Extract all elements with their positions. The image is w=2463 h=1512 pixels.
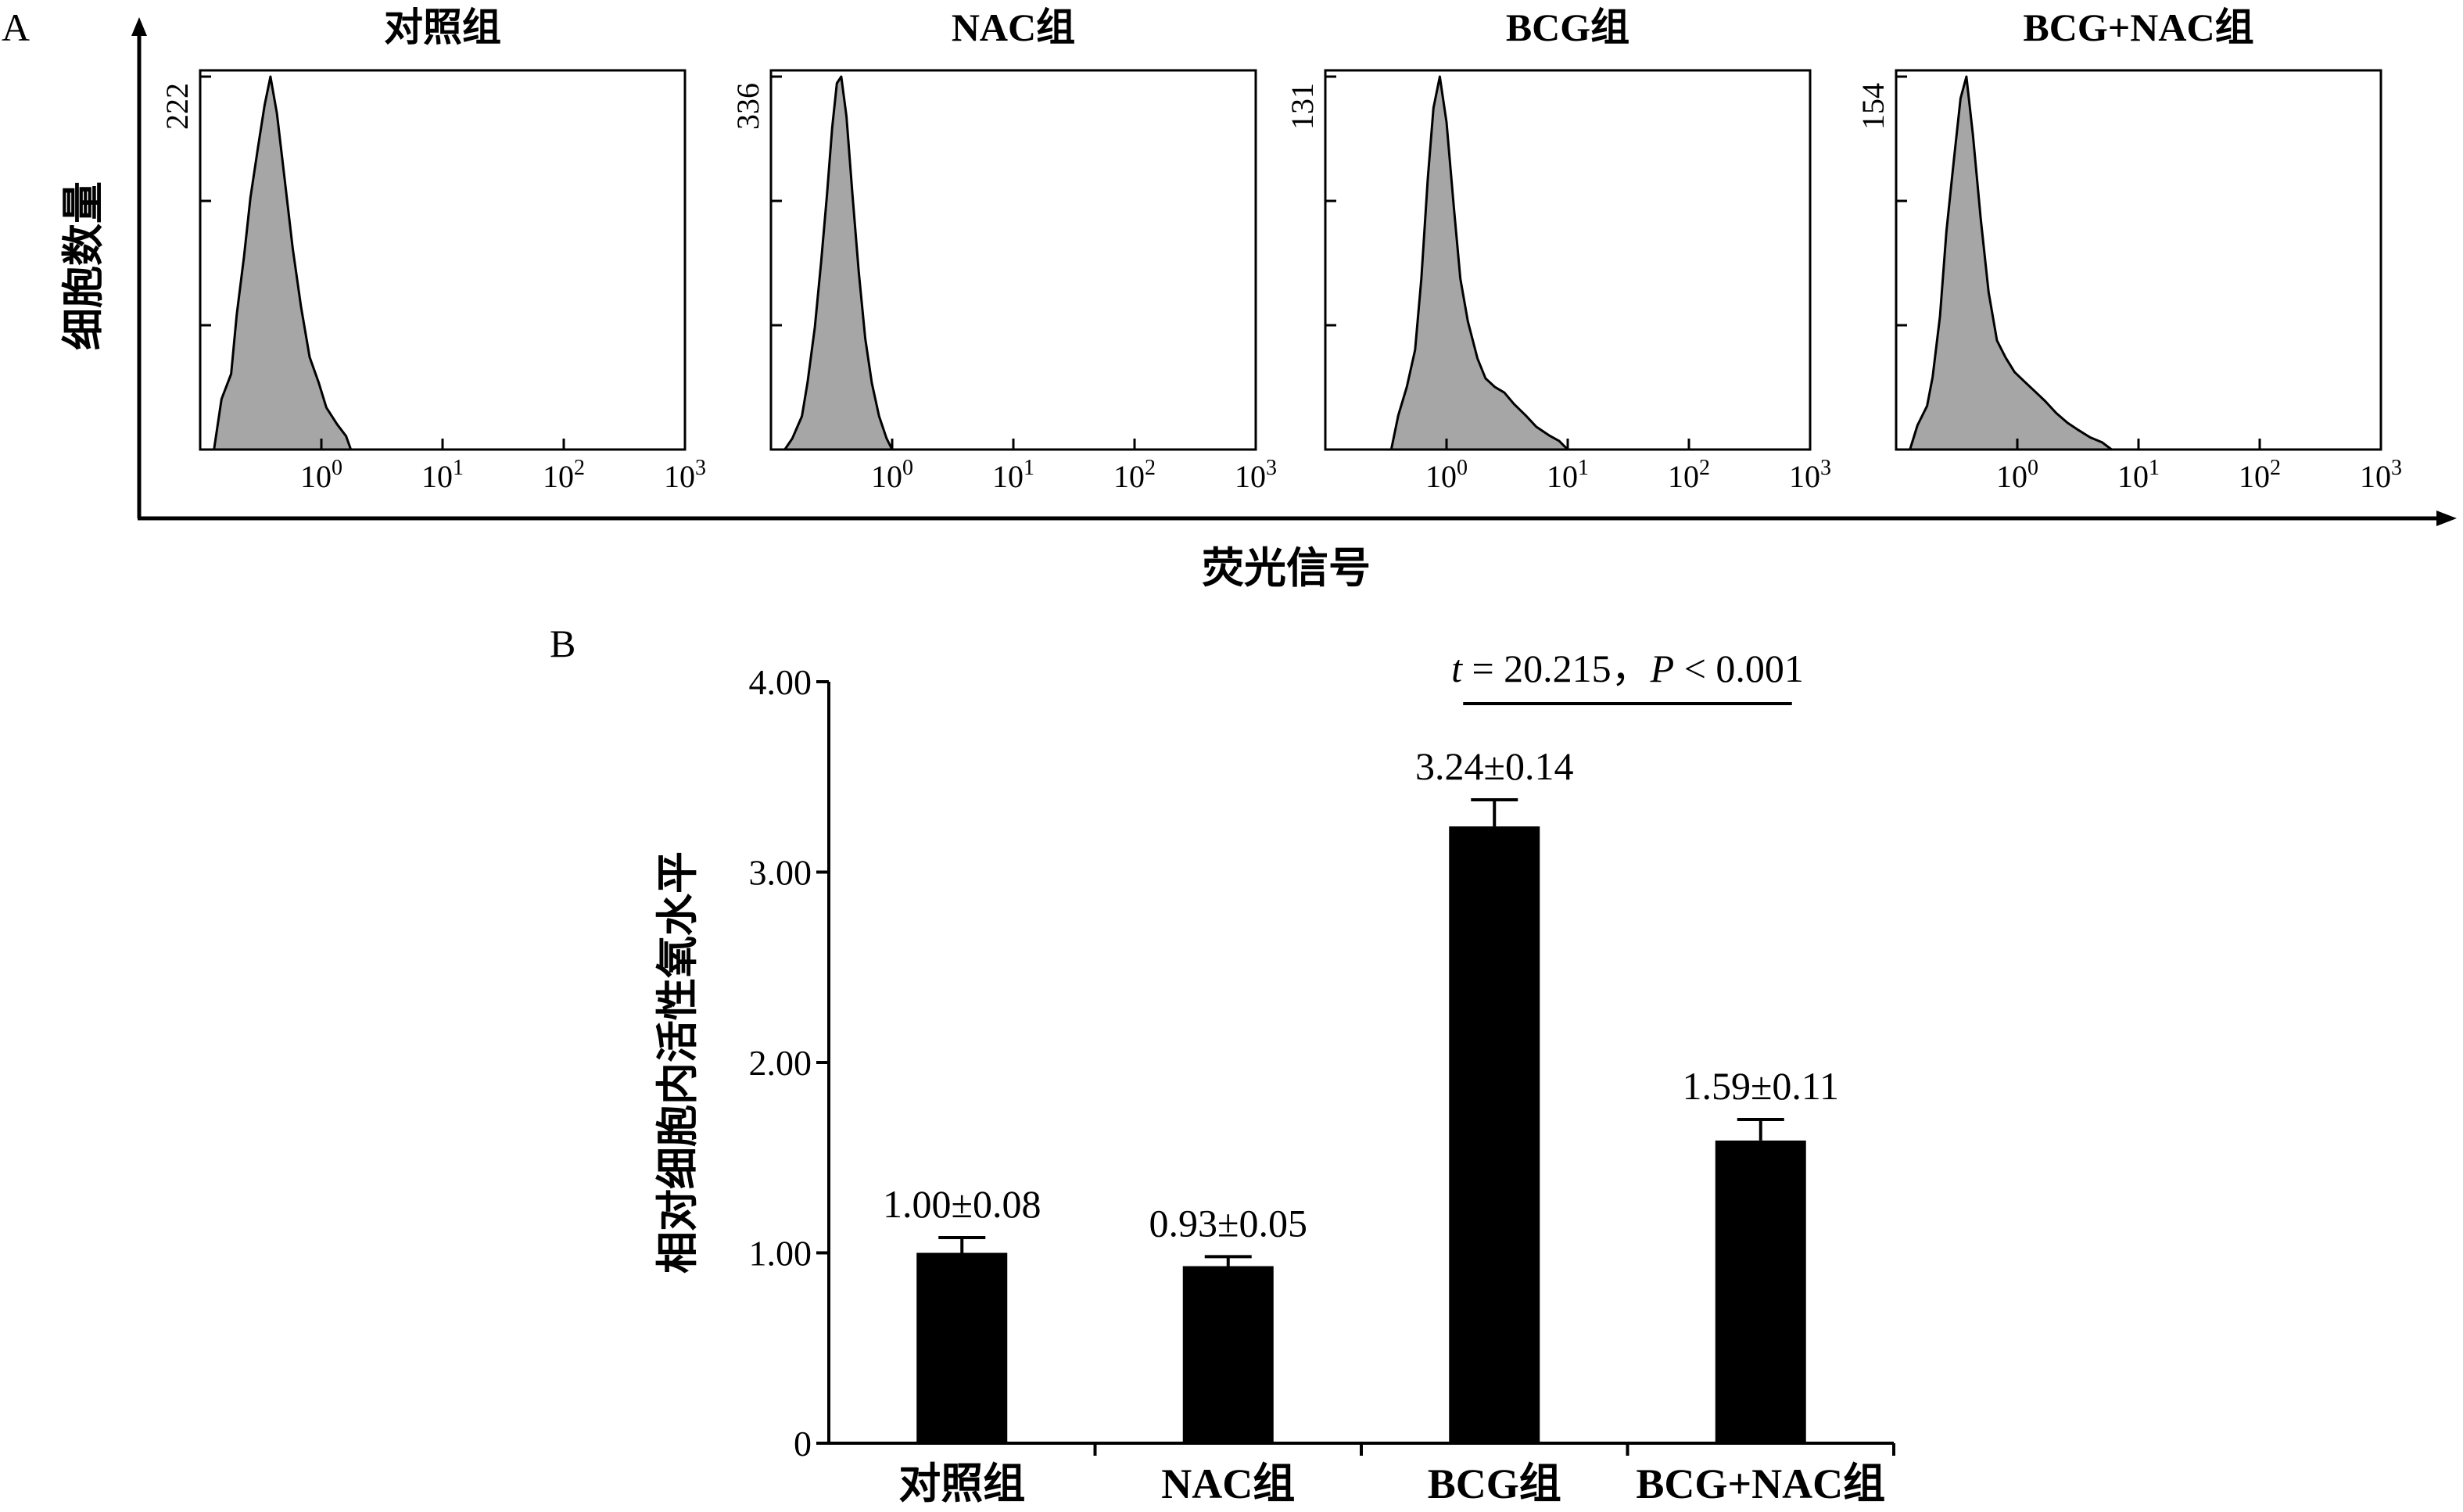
bar-value-label: 3.24±0.14	[1415, 744, 1573, 788]
x-tick-base: 10	[2117, 459, 2149, 494]
x-tick-exponent: 0	[1457, 456, 1468, 480]
bar-category-label: NAC组	[1161, 1460, 1295, 1507]
bar-category-label: BCG组	[1428, 1460, 1561, 1507]
x-tick-base: 10	[1425, 459, 1457, 494]
x-tick-base: 10	[1547, 459, 1578, 494]
histogram-frame	[1324, 69, 1812, 451]
y-max-label: 154	[1855, 83, 1891, 130]
bar-y-tick-label: 1.00	[749, 1234, 812, 1274]
x-tick-exponent: 0	[2027, 456, 2038, 480]
x-tick-label: 100	[871, 456, 913, 494]
bar-y-tick-label: 4.00	[749, 662, 812, 702]
x-tick-label: 100	[1425, 456, 1468, 494]
annotation-t-rest: = 20.215，	[1462, 647, 1651, 690]
x-tick-base: 10	[664, 459, 695, 494]
x-tick-label: 101	[421, 456, 464, 494]
x-tick-exponent: 2	[1145, 456, 1156, 480]
x-tick-label: 102	[1668, 456, 1710, 494]
x-tick-label: 103	[2360, 456, 2402, 494]
bar-y-tick-label: 3.00	[749, 853, 812, 893]
x-tick-exponent: 1	[1578, 456, 1589, 480]
x-tick-base: 10	[1235, 459, 1266, 494]
x-tick-base: 10	[1113, 459, 1145, 494]
x-tick-base: 10	[543, 459, 574, 494]
outer-x-arrow	[2436, 511, 2457, 526]
histogram-area	[783, 75, 894, 451]
panel-label-b: B	[550, 622, 575, 665]
x-tick-exponent: 3	[2391, 456, 2402, 480]
bar	[1182, 1266, 1274, 1443]
bar	[916, 1252, 1008, 1443]
x-tick-label: 102	[1113, 456, 1156, 494]
x-tick-label: 102	[2239, 456, 2281, 494]
y-max-label: 336	[730, 83, 765, 130]
panel-b: B 相对细胞内活性氧水平 0 1.00 2.00 3.00 4.00 1.00±0.08 对照组…	[550, 622, 1895, 1507]
histogram-area	[1389, 75, 1569, 451]
bar	[1449, 826, 1540, 1443]
x-tick-base: 10	[1668, 459, 1699, 494]
x-tick-base: 10	[992, 459, 1024, 494]
histogram-title: NAC组	[952, 5, 1075, 49]
bar-y-tick-label: 0	[794, 1424, 812, 1464]
bar	[1715, 1140, 1806, 1443]
bar-value-label: 1.00±0.08	[883, 1182, 1041, 1226]
y-max-label: 131	[1285, 83, 1320, 130]
histogram-area	[1909, 75, 2113, 451]
panel-label-a: A	[2, 5, 30, 49]
annotation-p-rest: < 0.001	[1674, 647, 1804, 690]
histogram-title: 对照组	[384, 5, 501, 49]
y-max-label: 222	[160, 83, 195, 130]
x-tick-exponent: 0	[902, 456, 913, 480]
x-tick-base: 10	[421, 459, 453, 494]
x-tick-base: 10	[2239, 459, 2270, 494]
bar-category-label: 对照组	[898, 1460, 1025, 1507]
x-tick-exponent: 2	[2270, 456, 2281, 480]
x-tick-label: 101	[2117, 456, 2160, 494]
x-tick-exponent: 0	[332, 456, 342, 480]
outer-y-arrow	[131, 17, 147, 36]
bar-value-label: 0.93±0.05	[1149, 1201, 1307, 1245]
x-tick-exponent: 3	[1820, 456, 1831, 480]
bar-value-label: 1.59±0.11	[1682, 1064, 1839, 1108]
x-tick-exponent: 1	[2149, 456, 2160, 480]
x-tick-label: 101	[992, 456, 1034, 494]
histogram-area	[213, 75, 353, 451]
x-tick-label: 100	[1996, 456, 2038, 494]
x-tick-base: 10	[300, 459, 332, 494]
x-tick-base: 10	[2360, 459, 2391, 494]
x-tick-exponent: 1	[1024, 456, 1034, 480]
x-tick-exponent: 3	[695, 456, 706, 480]
x-tick-base: 10	[1789, 459, 1820, 494]
panel-a-y-label: 细胞数量	[60, 181, 107, 350]
histogram-title: BCG组	[1506, 5, 1629, 49]
significance-annotation: t = 20.215，P < 0.001	[1451, 647, 1804, 690]
x-tick-label: 103	[1235, 456, 1277, 494]
x-tick-label: 101	[1547, 456, 1589, 494]
x-tick-label: 100	[300, 456, 342, 494]
x-tick-label: 103	[664, 456, 706, 494]
x-tick-exponent: 2	[574, 456, 585, 480]
bar-y-label: 相对细胞内活性氧水平	[654, 851, 701, 1274]
x-tick-base: 10	[871, 459, 902, 494]
x-tick-base: 10	[1996, 459, 2027, 494]
histogram-title: BCG+NAC组	[2023, 5, 2253, 49]
x-tick-label: 103	[1789, 456, 1831, 494]
x-tick-exponent: 3	[1266, 456, 1277, 480]
x-tick-exponent: 1	[453, 456, 464, 480]
annotation-p-symbol: P	[1650, 647, 1675, 690]
panel-a-x-label: 荧光信号	[1202, 545, 1371, 592]
bar-y-tick-label: 2.00	[749, 1043, 812, 1083]
x-tick-label: 102	[543, 456, 585, 494]
bar-category-label: BCG+NAC组	[1636, 1460, 1885, 1507]
annotation-t-symbol: t	[1451, 647, 1463, 690]
x-tick-exponent: 2	[1699, 456, 1710, 480]
